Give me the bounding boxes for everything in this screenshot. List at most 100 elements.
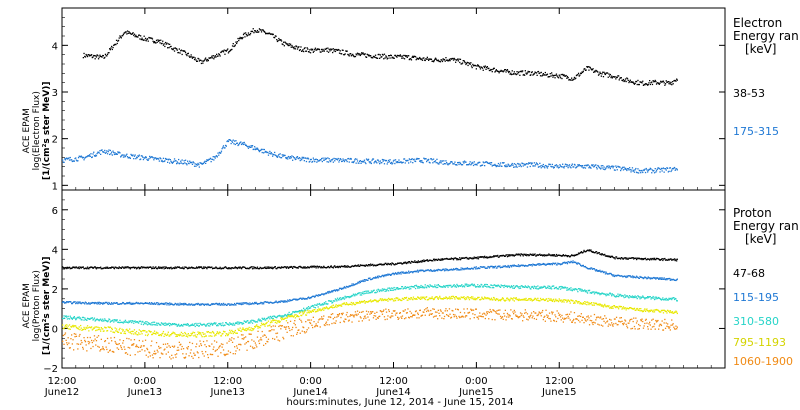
- proton-point: [597, 292, 600, 294]
- proton-point: [226, 304, 228, 306]
- electron-point: [459, 58, 462, 60]
- proton-point: [171, 332, 174, 335]
- electron-point: [230, 49, 232, 51]
- proton-point: [372, 300, 375, 302]
- proton-point: [327, 292, 330, 294]
- electron-point: [622, 169, 625, 171]
- proton-point: [225, 322, 227, 324]
- proton-point: [164, 333, 167, 335]
- proton-point: [451, 286, 453, 288]
- proton-point: [357, 292, 359, 295]
- proton-point: [533, 254, 535, 256]
- proton-point: [133, 329, 136, 331]
- proton-point: [419, 286, 421, 288]
- proton-point: [468, 257, 471, 259]
- proton-point: [171, 268, 173, 270]
- proton-point: [557, 254, 560, 256]
- proton-point: [505, 285, 507, 287]
- proton-point: [252, 319, 254, 322]
- proton-point: [645, 277, 647, 279]
- electron-point: [344, 159, 346, 161]
- proton-point: [388, 298, 390, 301]
- proton-point: [379, 263, 381, 266]
- proton-point: [335, 266, 337, 268]
- electron-point: [660, 80, 662, 82]
- electron-point: [584, 69, 587, 71]
- electron-point: [322, 157, 324, 159]
- proton-point: [418, 261, 420, 263]
- proton-point: [154, 303, 156, 305]
- electron-point: [618, 75, 620, 77]
- electron-point: [122, 154, 124, 156]
- proton-point: [508, 255, 510, 257]
- proton-point: [210, 266, 212, 268]
- proton-point: [131, 267, 133, 269]
- electron-point: [182, 163, 184, 165]
- proton-point: [626, 275, 628, 277]
- proton-point: [598, 252, 600, 254]
- proton-point: [481, 256, 484, 258]
- proton-point: [290, 265, 292, 268]
- electron-point: [602, 165, 604, 167]
- proton-point: [234, 302, 236, 305]
- electron-point: [399, 55, 401, 57]
- electron-point: [227, 140, 230, 143]
- proton-point: [64, 326, 66, 328]
- proton-point: [206, 323, 208, 326]
- electron-point: [176, 48, 178, 50]
- proton-point: [97, 267, 99, 269]
- electron-point: [550, 165, 552, 168]
- proton-point: [138, 332, 140, 334]
- proton-point: [93, 302, 96, 305]
- proton-point: [560, 285, 562, 288]
- proton-point: [90, 266, 92, 268]
- electron-point: [540, 167, 542, 169]
- proton-point: [104, 326, 106, 328]
- proton-point: [355, 265, 357, 267]
- proton-point: [546, 255, 548, 257]
- electron-point: [202, 62, 204, 64]
- proton-point: [220, 322, 222, 325]
- proton-point: [348, 285, 350, 287]
- electron-point: [200, 162, 202, 164]
- proton-point: [249, 322, 251, 324]
- proton-point: [504, 285, 506, 287]
- proton-point: [544, 254, 546, 256]
- proton-point: [381, 299, 383, 302]
- electron-point: [365, 56, 367, 58]
- proton-point: [568, 261, 570, 263]
- proton-point: [140, 302, 142, 304]
- proton-point: [646, 297, 648, 299]
- electron-point: [676, 168, 678, 170]
- proton-point: [369, 265, 371, 267]
- proton-point: [169, 334, 171, 336]
- proton-point: [461, 257, 463, 259]
- proton-point: [510, 285, 513, 287]
- electron-point: [92, 56, 94, 58]
- proton-point: [647, 277, 649, 279]
- proton-point: [611, 255, 613, 257]
- proton-ytick-label-1: 0: [52, 324, 58, 335]
- electron-point: [307, 51, 310, 53]
- electron-point: [530, 162, 532, 164]
- electron-point: [216, 55, 218, 57]
- proton-point: [408, 261, 410, 263]
- proton-point: [201, 303, 203, 305]
- proton-point: [197, 302, 199, 305]
- electron-point: [584, 68, 586, 70]
- proton-point: [357, 302, 359, 304]
- electron-point: [660, 81, 663, 83]
- electron-point: [131, 154, 133, 156]
- electron-point: [645, 167, 647, 170]
- electron-point: [340, 53, 342, 55]
- electron-point: [531, 162, 533, 164]
- proton-point: [266, 321, 268, 324]
- electron-point: [356, 160, 359, 162]
- proton-point: [146, 324, 149, 326]
- proton-point: [291, 299, 293, 301]
- proton-point: [619, 293, 621, 296]
- electron-point: [163, 160, 165, 163]
- proton-point: [238, 266, 240, 268]
- proton-point: [348, 266, 350, 268]
- electron-point: [434, 57, 437, 59]
